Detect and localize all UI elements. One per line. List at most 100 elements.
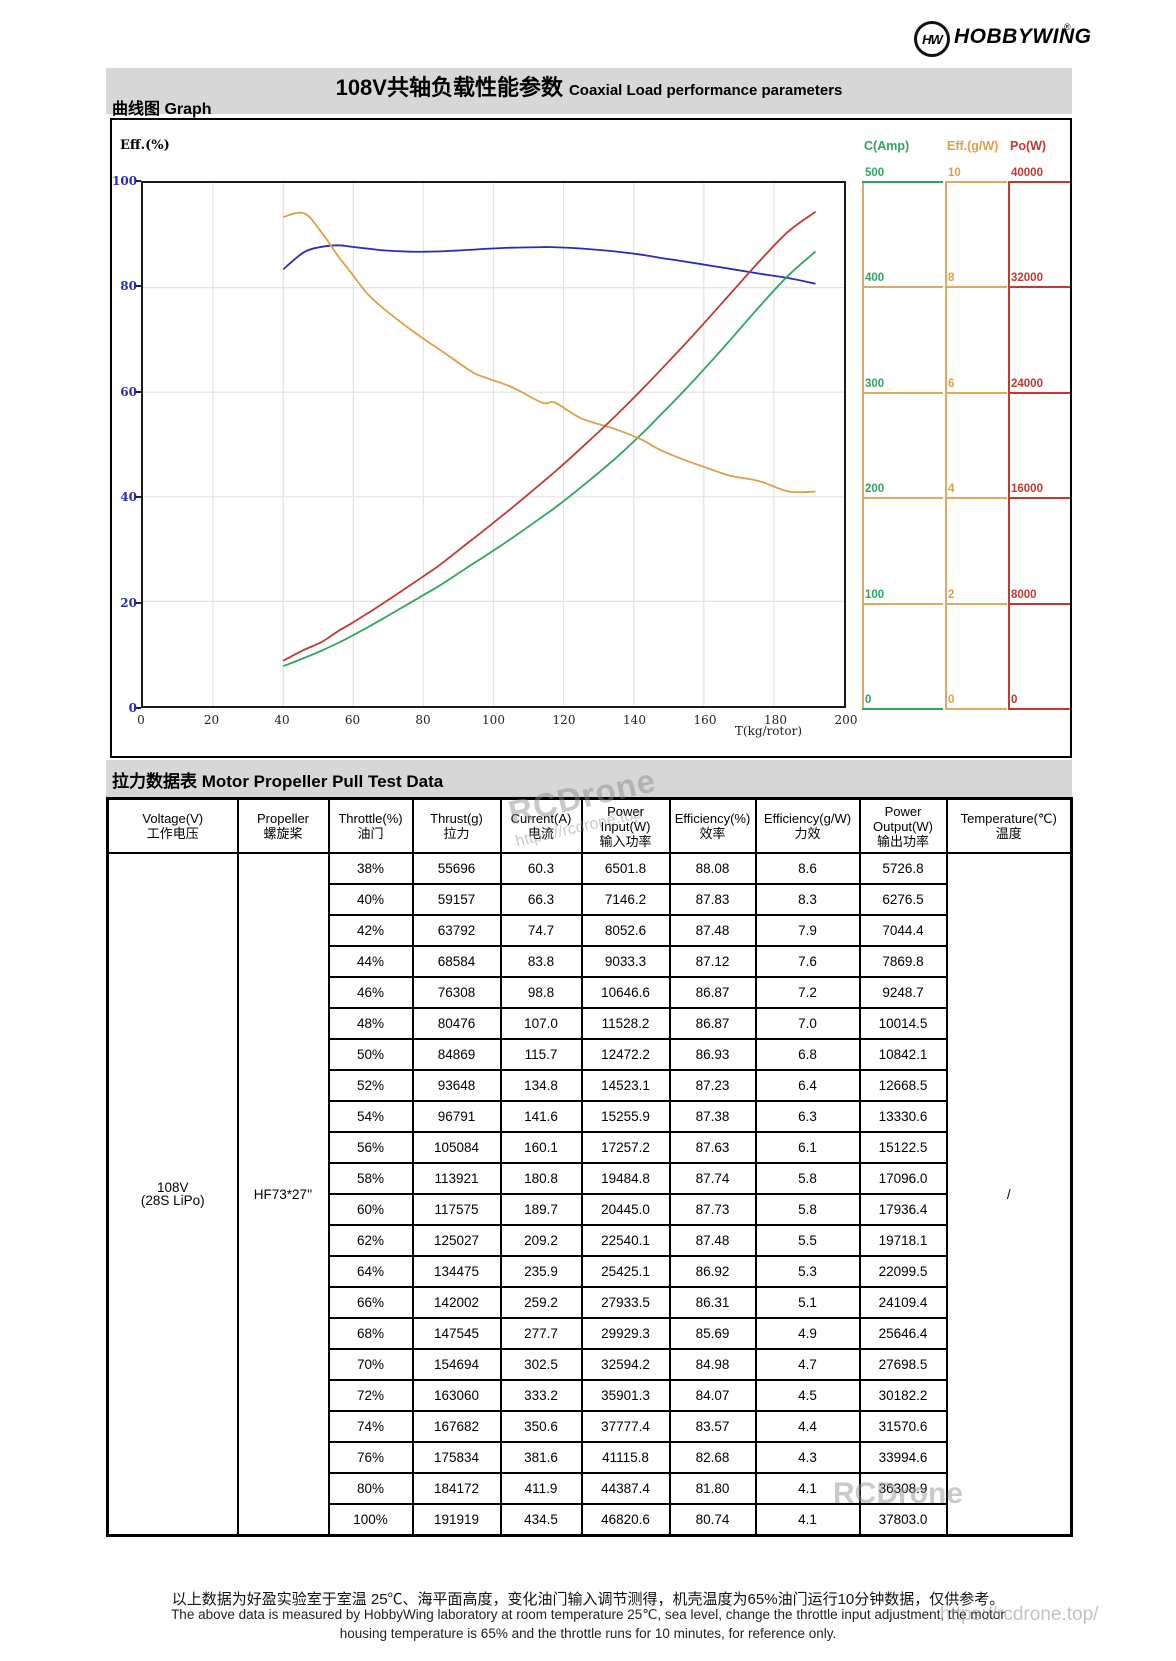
- footer-note-en-line2: housing temperature is 65% and the throt…: [339, 1626, 837, 1641]
- left-axis-tick-mark: [136, 180, 141, 182]
- table-cell: 19484.8: [580, 1162, 671, 1195]
- right-axis-tick-label: 0: [865, 694, 872, 706]
- table-cell: 25646.4: [858, 1317, 948, 1350]
- table-row: 70% 154694 302.5 32594.2 84.98 4.7 27698.5: [108, 1348, 1072, 1381]
- table-cell: 5.3: [754, 1255, 861, 1288]
- x-axis-tick-label: 160: [693, 713, 717, 727]
- table-cell: 4.5: [754, 1379, 861, 1412]
- right-axis-tick-label: 8000: [1011, 588, 1037, 601]
- table-cell: 44%: [327, 945, 414, 978]
- left-axis-tick-label: 0: [128, 701, 137, 715]
- table-cell: 31570.6: [858, 1410, 948, 1443]
- left-axis-tick-mark: [136, 601, 141, 604]
- x-axis-tick-label: 20: [203, 713, 220, 727]
- table-row: 40% 59157 66.3 7146.2 87.83 8.3 6276.5: [108, 883, 1072, 916]
- table-cell: 7.2: [754, 976, 861, 1009]
- hobbywing-logo: HW HOBBYWING ®: [912, 18, 1091, 58]
- right-axis-tick-line: [862, 181, 943, 183]
- right-axis-tick-line: [1008, 391, 1070, 394]
- table-cell: 86.93: [668, 1038, 757, 1071]
- table-cell: 87.63: [668, 1131, 757, 1164]
- right-axis-line: [945, 181, 947, 710]
- table-cell: 40%: [327, 883, 414, 916]
- table-cell: 9033.3: [580, 945, 671, 978]
- registered-mark: ®: [1064, 22, 1071, 32]
- table-cell: 84.98: [668, 1348, 757, 1381]
- right-axis-tick-label: 400: [865, 272, 885, 285]
- table-cell: 48%: [327, 1007, 414, 1040]
- table-cell: 10842.1: [858, 1038, 948, 1071]
- table-cell: 84869: [411, 1038, 502, 1071]
- table-row: 72% 163060 333.2 35901.3 84.07 4.5 30182.2: [108, 1379, 1072, 1412]
- table-row: 42% 63792 74.7 8052.6 87.48 7.9 7044.4: [108, 914, 1072, 947]
- right-axis-tick-line: [945, 391, 1007, 394]
- table-cell: 88.08: [668, 852, 757, 885]
- performance-chart: Eff.(%) 100 80 60 40 20 0 0 20 40 60 80 100 120 140 1…: [110, 118, 1072, 758]
- table-cell: 98.8: [499, 976, 583, 1009]
- table-row: 76% 175834 381.6 41115.8 82.68 4.3 33994.6: [108, 1441, 1072, 1474]
- right-axis-tick-line: [862, 286, 943, 289]
- table-cell: 64%: [327, 1255, 414, 1288]
- table-cell: 93648: [411, 1069, 502, 1102]
- table-cell: 7146.2: [580, 883, 671, 916]
- table-section-title: 拉力数据表 Motor Propeller Pull Test Data: [112, 772, 444, 791]
- table-cell: 86.31: [668, 1286, 757, 1319]
- table-cell: 82.68: [668, 1441, 757, 1474]
- table-cell: 17096.0: [858, 1162, 948, 1195]
- right-axis-tick-line: [1008, 708, 1070, 710]
- table-cell: 134.8: [499, 1069, 583, 1102]
- table-cell: 113921: [411, 1162, 502, 1195]
- table-cell: 30182.2: [858, 1379, 948, 1412]
- table-cell: 209.2: [499, 1224, 583, 1257]
- table-cell: 29929.3: [580, 1317, 671, 1350]
- table-cell: 87.38: [668, 1100, 757, 1133]
- table-cell: 6276.5: [858, 883, 948, 916]
- table-cell: 4.1: [754, 1503, 861, 1537]
- table-cell: 87.73: [668, 1193, 757, 1226]
- table-cell: 147545: [411, 1317, 502, 1350]
- table-row: 54% 96791 141.6 15255.9 87.38 6.3 13330.6: [108, 1100, 1072, 1133]
- x-axis-tick-label: 120: [552, 713, 576, 727]
- page-title-en: Coaxial Load performance parameters: [568, 82, 843, 99]
- right-axis-name: Po(W): [1010, 139, 1047, 153]
- table-row: 56% 105084 160.1 17257.2 87.63 6.1 15122.5: [108, 1131, 1072, 1164]
- table-row: 68% 147545 277.7 29929.3 85.69 4.9 25646.4: [108, 1317, 1072, 1350]
- right-axis-line: [1008, 181, 1010, 710]
- table-cell: 27698.5: [858, 1348, 948, 1381]
- table-cell: 60%: [327, 1193, 414, 1226]
- table-row: 108V (28S LiPo) HF73*27'' 38% 55696 60.3 6501…: [106, 852, 1073, 1537]
- table-cell: 7.0: [754, 1007, 861, 1040]
- table-cell: 46%: [327, 976, 414, 1009]
- table-cell: 63792: [411, 914, 502, 947]
- table-cell: 189.7: [499, 1193, 583, 1226]
- right-axis-tick-line: [862, 391, 943, 394]
- table-cell: 22540.1: [580, 1224, 671, 1257]
- table-cell: 259.2: [499, 1286, 583, 1319]
- table-cell: 83.8: [499, 945, 583, 978]
- table-cell: 6.4: [754, 1069, 861, 1102]
- table-row: 62% 125027 209.2 22540.1 87.48 5.5 19718.1: [108, 1224, 1072, 1257]
- table-cell: 58%: [327, 1162, 414, 1195]
- table-cell: 84.07: [668, 1379, 757, 1412]
- table-cell: 68584: [411, 945, 502, 978]
- table-cell: 15255.9: [580, 1100, 671, 1133]
- table-row: 44% 68584 83.8 9033.3 87.12 7.6 7869.8: [108, 945, 1072, 978]
- table-row: 60% 117575 189.7 20445.0 87.73 5.8 17936.4: [108, 1193, 1072, 1226]
- table-cell: 80476: [411, 1007, 502, 1040]
- table-row: 74% 167682 350.6 37777.4 83.57 4.4 31570.6: [108, 1410, 1072, 1443]
- table-cell: 154694: [411, 1348, 502, 1381]
- table-cell: 56%: [327, 1131, 414, 1164]
- right-axis-tick-line: [945, 497, 1007, 500]
- right-axis-tick-label: 16000: [1011, 483, 1043, 496]
- x-axis-tick-label: 40: [274, 713, 290, 727]
- table-body: 108V (28S LiPo) HF73*27'' 38% 55696 60.3 6501…: [106, 852, 1073, 1537]
- table-cell: 87.23: [668, 1069, 757, 1102]
- table-cell: 46820.6: [580, 1503, 671, 1537]
- pull-test-data-table: Voltage(V) 工作电压 Propeller 螺旋桨 Throttle(%) …: [106, 797, 1073, 1537]
- table-cell: 7.6: [754, 945, 861, 978]
- right-axis-tick-line: [945, 181, 1007, 183]
- left-axis-tick-mark: [136, 707, 141, 709]
- curve-camp: [282, 250, 817, 668]
- table-cell: 184172: [411, 1472, 502, 1505]
- left-axis-title: Eff.(%): [120, 138, 170, 153]
